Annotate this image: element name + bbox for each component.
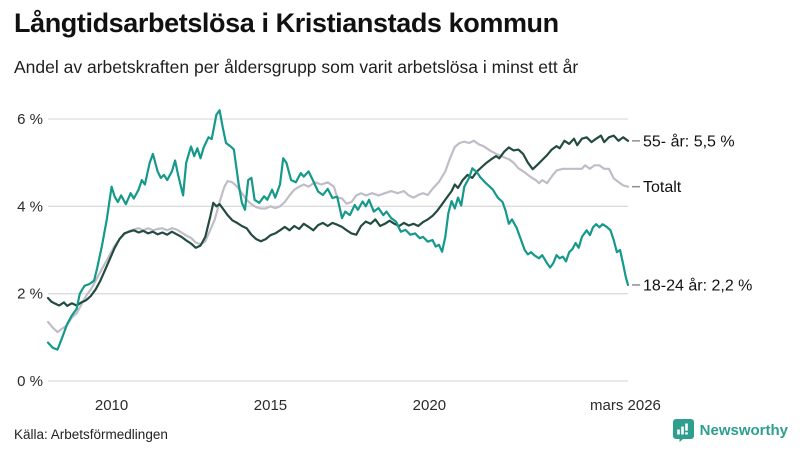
series-end-label: 55- år: 5,5 % xyxy=(643,132,735,150)
y-tick-label: 2 % xyxy=(17,286,43,303)
y-axis-labels: 0 % 2 % 4 % 6 % xyxy=(17,111,43,390)
series-end-labels: Totalt 55- år: 5,5 % 18-24 år: 2,2 % xyxy=(632,132,752,294)
line-chart: 0 % 2 % 4 % 6 % 2010 2015 2020 mars 2026 Total… xyxy=(0,90,800,425)
page-subtitle: Andel av arbetskraften per åldersgrupp s… xyxy=(14,57,579,77)
x-tick-label: 2010 xyxy=(95,397,128,414)
newsworthy-wordmark: Newsworthy xyxy=(699,422,788,439)
y-tick-label: 4 % xyxy=(17,198,43,215)
x-axis-labels: 2010 2015 2020 mars 2026 xyxy=(95,397,661,414)
series-end-label: 18-24 år: 2,2 % xyxy=(643,276,752,294)
newsworthy-brand: Newsworthy xyxy=(672,419,788,442)
newsworthy-chart-bubble-icon xyxy=(672,419,694,442)
series-end-label: Totalt xyxy=(643,179,682,196)
x-tick-label: 2015 xyxy=(254,397,287,414)
source-note: Källa: Arbetsförmedlingen xyxy=(14,427,168,442)
x-tick-label: mars 2026 xyxy=(590,397,661,414)
gridlines xyxy=(48,118,628,382)
y-tick-label: 6 % xyxy=(17,111,43,128)
page-title: Långtidsarbetslösa i Kristianstads kommu… xyxy=(14,8,559,38)
chart-svg: 0 % 2 % 4 % 6 % 2010 2015 2020 mars 2026 Total… xyxy=(17,109,752,414)
x-tick-label: 2020 xyxy=(413,397,446,414)
series-line-55-r xyxy=(46,134,630,307)
series-lines xyxy=(46,109,630,351)
y-tick-label: 0 % xyxy=(17,373,43,390)
series-line-18-24-r xyxy=(46,109,630,351)
series-line-totalt xyxy=(46,139,630,334)
